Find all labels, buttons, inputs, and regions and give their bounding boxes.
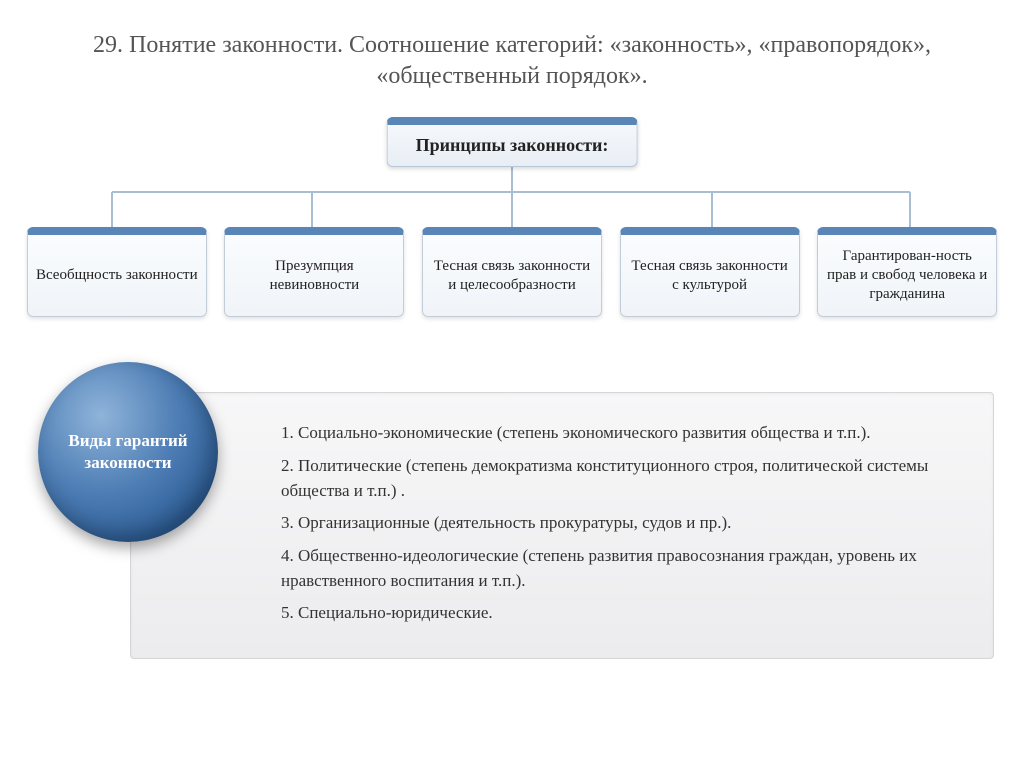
panel-item-2: 3. Организационные (деятельность прокура… [281,511,965,536]
child-node-4: Гарантирован-ность прав и свобод человек… [817,227,997,316]
root-node: Принципы законности: [387,117,638,167]
guarantees-panel: 1. Социально-экономические (степень экон… [130,392,994,658]
panel-item-4: 5. Специально-юридические. [281,601,965,626]
panel-item-0: 1. Социально-экономические (степень экон… [281,421,965,446]
child-node-1: Презумпция невиновности [224,227,404,316]
hierarchy-diagram: Принципы законности: Всеобщность законно… [0,112,1024,342]
child-node-2: Тесная связь законности и целесообразнос… [422,227,602,316]
slide-title: 29. Понятие законности. Соотношение кате… [0,0,1024,102]
child-node-3: Тесная связь законности с культурой [620,227,800,316]
circle-label: Виды гарантий законности [58,430,198,474]
panel-item-3: 4. Общественно-идеологические (степень р… [281,544,965,593]
lower-section: Виды гарантий законности 1. Социально-эк… [0,392,1024,658]
circle-badge: Виды гарантий законности [38,362,218,542]
child-node-0: Всеобщность законности [27,227,207,316]
child-nodes-row: Всеобщность законности Презумпция невино… [0,227,1024,316]
panel-item-1: 2. Политические (степень демократизма ко… [281,454,965,503]
